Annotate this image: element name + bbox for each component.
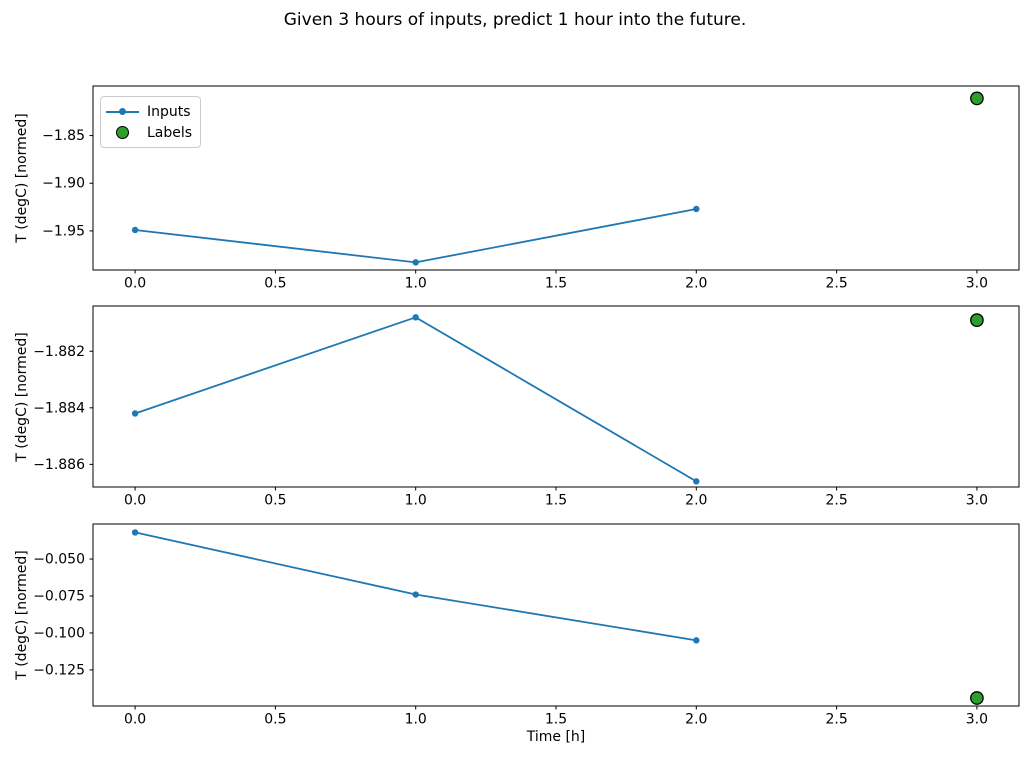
x-tick-label: 0.5 [264,493,286,509]
x-tick-label: 1.0 [405,712,427,728]
axes-border [92,523,1020,707]
x-tick-label: 1.0 [405,276,427,292]
y-axis-label-subplot-3: T (degC) [normed] [14,550,30,680]
x-tick-label: 2.0 [685,276,707,292]
x-tick-label: 3.0 [966,712,988,728]
figure-title: Given 3 hours of inputs, predict 1 hour … [283,10,747,30]
x-tick-label: 2.5 [825,493,847,509]
labels-point [970,91,984,106]
x-tick-label: 0.0 [124,493,146,509]
inputs-marker [131,226,139,234]
inputs-marker [693,478,700,485]
x-tick-label: 1.5 [545,712,567,728]
x-tick-label: 2.0 [685,712,707,728]
x-tick-label: 3.0 [966,493,988,509]
x-axis-label: Time [h] [526,729,586,745]
y-tick-label: −1.886 [33,457,85,473]
y-tick-label: −1.90 [42,176,85,192]
legend-label-inputs: Inputs [147,103,191,120]
x-tick-label: 1.5 [545,493,567,509]
legend: Inputs Labels [100,96,201,148]
x-tick-label: 2.5 [825,712,847,728]
x-tick-label: 0.5 [264,712,286,728]
x-tick-label: 2.5 [825,276,847,292]
y-tick-label: −1.882 [33,344,85,360]
inputs-marker [412,314,419,321]
x-tick-label: 0.0 [124,276,146,292]
labels-marker-icon [106,126,139,139]
inputs-line [134,208,697,264]
legend-item-inputs: Inputs [106,101,194,122]
y-tick-label: −0.100 [33,625,85,641]
inputs-line [134,316,697,483]
inputs-marker [131,410,139,417]
labels-point [970,691,984,705]
x-tick-label: 2.0 [685,493,707,509]
x-tick-label: 1.5 [545,276,567,292]
x-tick-label: 1.0 [405,493,427,509]
y-tick-label: −1.85 [42,128,85,144]
y-axis-label-subplot-2: T (degC) [normed] [14,331,30,462]
inputs-marker [412,591,419,598]
inputs-line-icon [106,108,139,115]
inputs-marker [131,529,139,536]
y-tick-label: −1.884 [33,400,85,416]
y-tick-label: −1.95 [42,223,85,239]
x-tick-label: 3.0 [966,276,988,292]
inputs-marker [693,205,700,213]
axes-border [92,305,1020,488]
labels-point [970,313,984,327]
x-tick-label: 0.5 [264,276,286,292]
x-tick-label: 0.0 [124,712,146,728]
inputs-line [134,531,697,642]
axes-border [92,85,1020,271]
y-tick-label: −0.125 [33,662,85,678]
y-tick-label: −0.050 [33,552,85,568]
inputs-marker [412,259,419,266]
legend-item-labels: Labels [106,122,194,143]
inputs-marker [693,637,700,644]
y-axis-label-subplot-1: T (degC) [normed] [14,113,30,243]
y-tick-label: −0.075 [33,589,85,605]
legend-label-labels: Labels [147,124,193,141]
